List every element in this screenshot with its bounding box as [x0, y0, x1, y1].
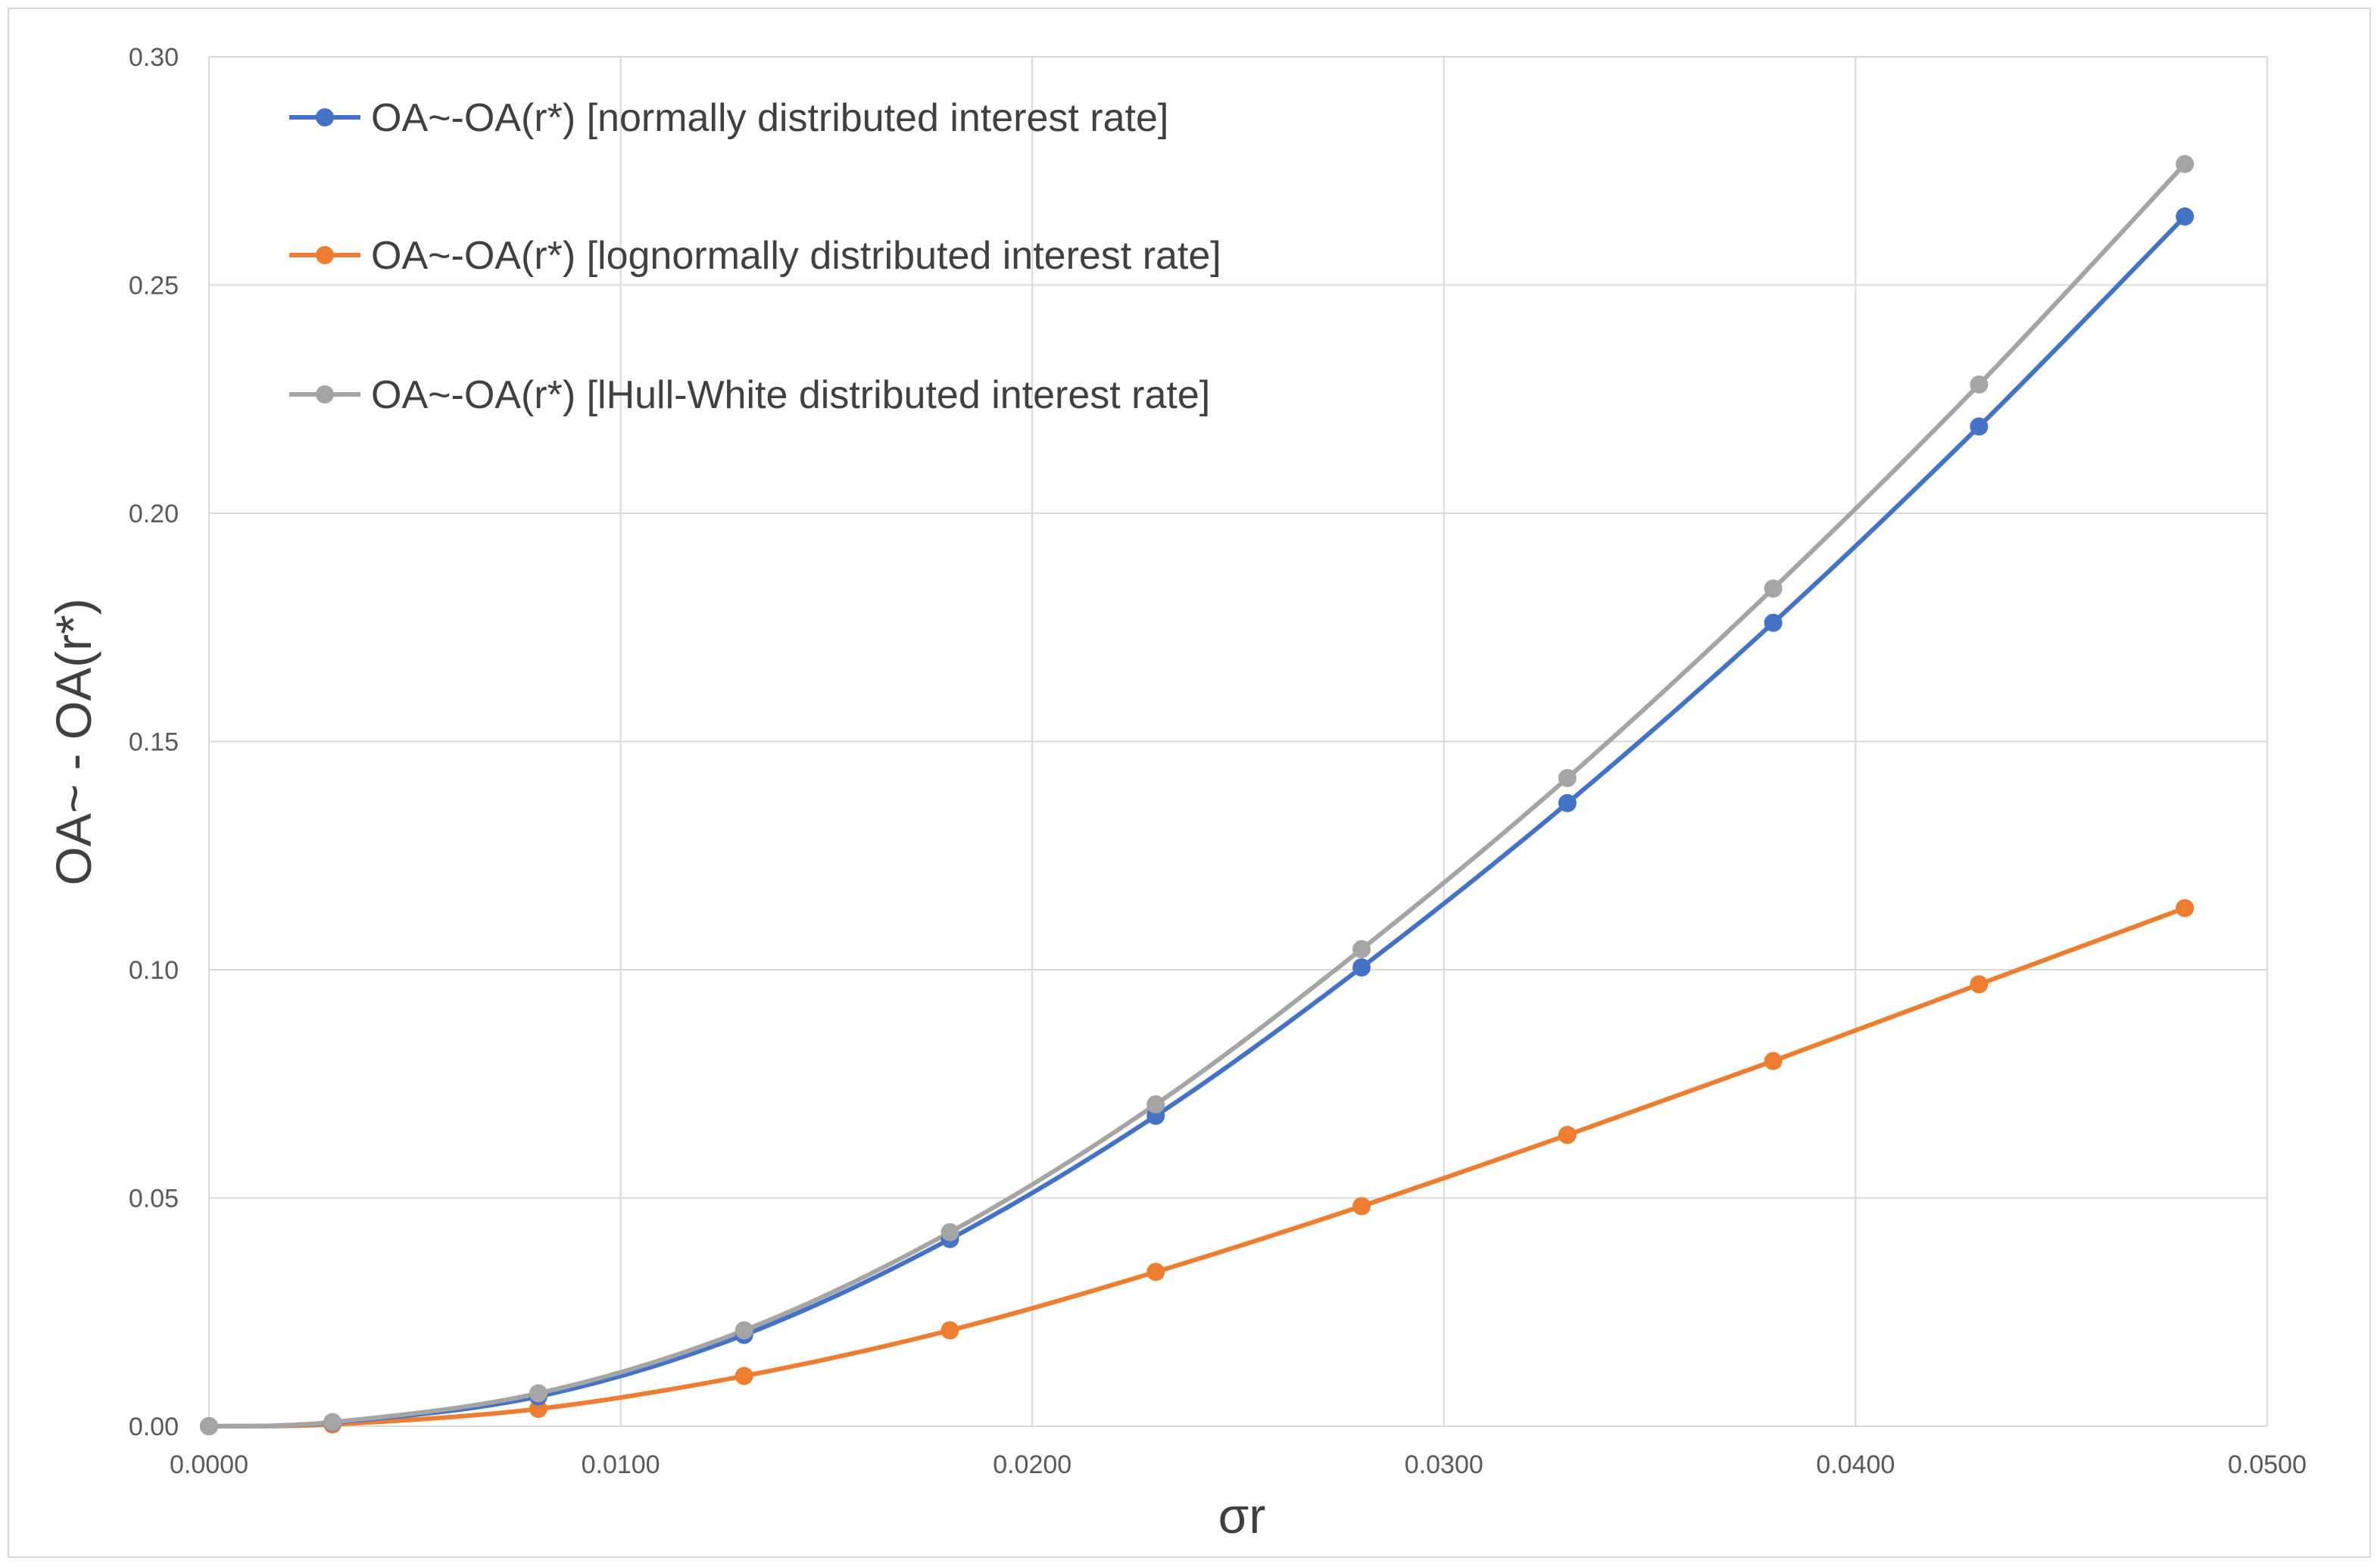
data-point: [1970, 975, 1989, 994]
y-tick-label: 0.20: [129, 500, 179, 528]
data-point: [735, 1366, 753, 1385]
y-axis-tick-labels: 0.00 0.05 0.10 0.15 0.20 0.25 0.30: [129, 43, 179, 1441]
data-point: [2176, 154, 2194, 173]
x-axis-tick-labels: 0.0000 0.0100 0.0200 0.0300 0.0400 0.0500: [170, 1450, 2307, 1479]
data-point: [200, 1417, 218, 1435]
y-tick-label: 0.25: [129, 272, 179, 301]
data-point: [2176, 899, 2194, 917]
series-lines: [208, 162, 2187, 1429]
legend-label: OA~-OA(r*) [normally distributed interes…: [371, 96, 1168, 140]
series-points: [200, 154, 2194, 1435]
series-line-1: [208, 905, 2186, 1429]
data-point: [1970, 417, 1989, 436]
data-point: [1146, 1095, 1165, 1114]
data-point: [1970, 375, 1989, 394]
data-point: [1764, 613, 1783, 632]
x-tick-label: 0.0200: [993, 1450, 1071, 1479]
legend-label: OA~-OA(r*) [lognormally distributed inte…: [371, 234, 1221, 278]
data-point: [940, 1321, 959, 1340]
data-point: [2176, 207, 2194, 226]
data-point: [323, 1413, 342, 1431]
data-point: [529, 1384, 547, 1403]
y-tick-label: 0.10: [129, 956, 179, 985]
data-point: [1146, 1263, 1165, 1282]
data-point: [735, 1321, 753, 1340]
x-tick-label: 0.0400: [1816, 1450, 1895, 1479]
x-tick-label: 0.0000: [170, 1450, 248, 1479]
chart-frame: [8, 8, 2371, 1558]
x-tick-label: 0.0500: [2228, 1450, 2307, 1479]
y-tick-label: 0.30: [129, 43, 179, 72]
gridlines: [208, 56, 2268, 1427]
series-line-2: [208, 162, 2187, 1428]
data-point: [1352, 958, 1371, 977]
data-point: [1558, 768, 1577, 787]
data-point: [1352, 939, 1371, 958]
legend-label: OA~-OA(r*) [lHull-White distributed inte…: [371, 373, 1210, 417]
y-tick-label: 0.05: [129, 1185, 179, 1213]
legend-item-1: OA~-OA(r*) [lognormally distributed inte…: [289, 234, 1221, 278]
y-tick-label: 0.15: [129, 728, 179, 757]
data-point: [1352, 1197, 1371, 1216]
y-tick-label: 0.00: [129, 1413, 179, 1441]
x-tick-label: 0.0100: [582, 1450, 660, 1479]
legend-swatch-marker: [316, 108, 334, 126]
legend-swatch-marker: [316, 246, 334, 264]
data-point: [1764, 1051, 1783, 1070]
x-axis-title: σr: [1218, 1488, 1266, 1544]
legend-item-0: OA~-OA(r*) [normally distributed interes…: [289, 96, 1168, 140]
legend-swatch-marker: [316, 385, 334, 403]
data-point: [1558, 793, 1577, 812]
data-point: [940, 1223, 959, 1241]
data-point: [1764, 579, 1783, 598]
data-point: [1558, 1126, 1577, 1145]
legend-item-2: OA~-OA(r*) [lHull-White distributed inte…: [289, 373, 1210, 417]
x-tick-label: 0.0300: [1405, 1450, 1483, 1479]
legend: OA~-OA(r*) [normally distributed interes…: [289, 96, 1221, 417]
y-axis-title: OA~ - OA(r*): [45, 598, 101, 886]
